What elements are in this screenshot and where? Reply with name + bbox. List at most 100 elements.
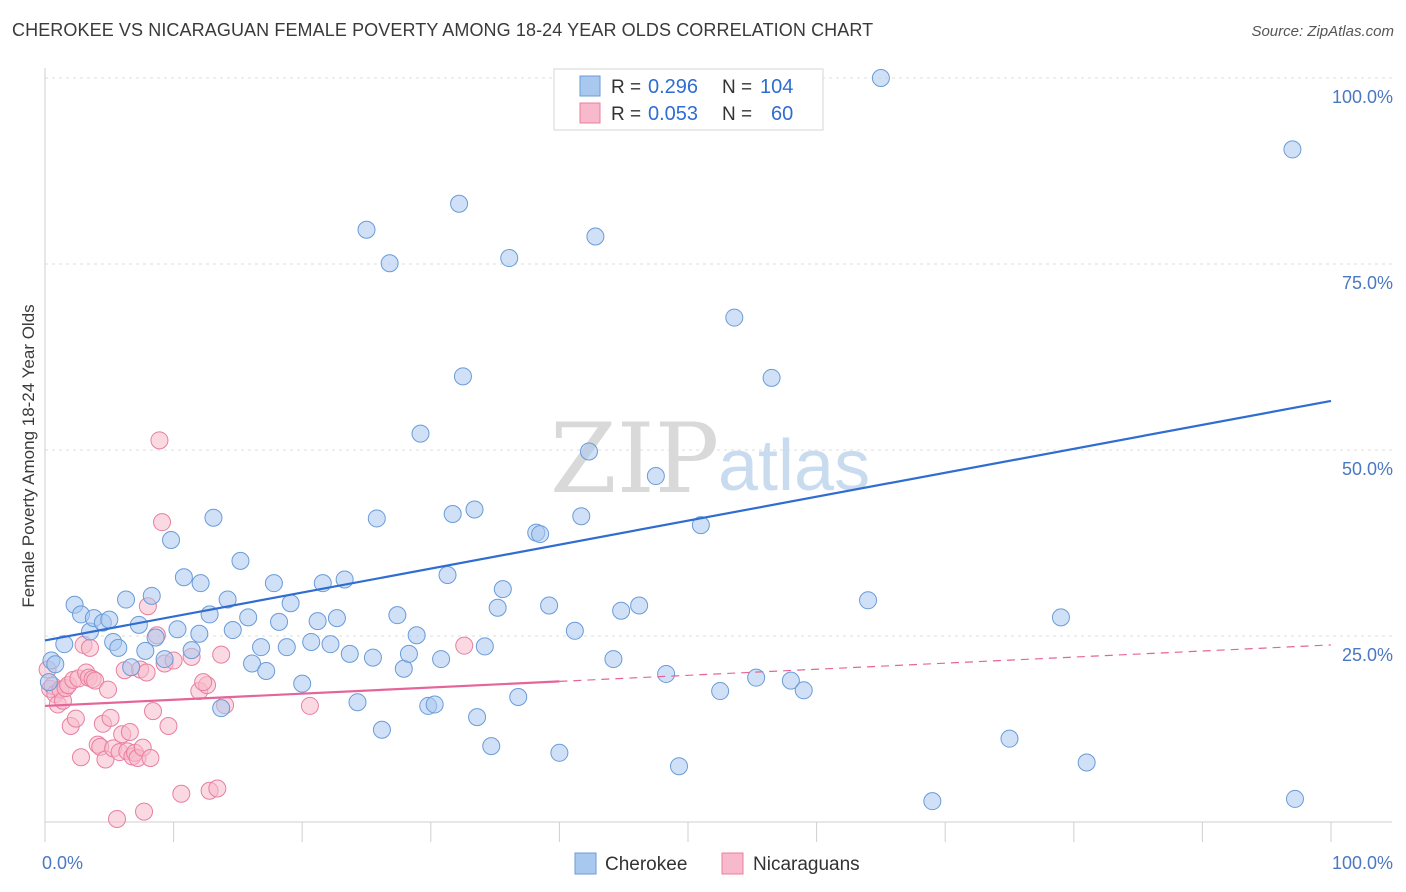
y-tick-label: 75.0%: [1342, 273, 1393, 293]
cherokee-point: [218, 590, 237, 609]
legend-label-nicaraguans: Nicaraguans: [753, 854, 860, 875]
cherokee-point: [1051, 608, 1070, 627]
watermark: ZIP atlas: [550, 403, 870, 515]
bottom-legend: Cherokee Nicaraguans: [574, 852, 860, 875]
cherokee-point: [612, 601, 631, 620]
legend-swatch-cherokee: [574, 852, 597, 875]
cherokee-point: [443, 504, 462, 523]
cherokee-point: [264, 574, 283, 593]
cherokee-point: [136, 641, 155, 660]
cherokee-point: [162, 531, 181, 550]
cherokee-point: [231, 551, 250, 570]
cherokee-point: [475, 637, 494, 656]
cherokee-point: [453, 367, 472, 386]
cherokee-point: [281, 594, 300, 613]
cherokee-point: [711, 682, 730, 701]
cherokee-point: [871, 69, 890, 87]
cherokee-point: [142, 586, 161, 605]
cherokee-point: [411, 424, 430, 443]
cherokee-point: [781, 671, 800, 690]
stats-box: R = 0.296 N = 104 R = 0.053 N = 60: [553, 68, 824, 131]
cherokee-point: [367, 509, 386, 528]
cherokee-point: [691, 516, 710, 535]
nicaraguan-point: [300, 696, 319, 715]
nicaraguan-r-label: R =: [611, 104, 641, 125]
cherokee-point: [239, 608, 258, 627]
cherokee-point: [100, 610, 119, 629]
cherokee-point: [482, 737, 501, 756]
cherokee-point: [657, 664, 676, 683]
cherokee-point: [399, 644, 418, 663]
nicaraguan-point: [86, 671, 105, 690]
cherokee-point: [257, 661, 276, 680]
nicaraguan-point: [172, 784, 191, 803]
cherokee-point: [117, 590, 136, 609]
cherokee-point: [565, 621, 584, 640]
cherokee-point: [302, 632, 321, 651]
cherokee-point: [859, 591, 878, 610]
cherokee-point: [450, 194, 469, 213]
cherokee-point: [293, 674, 312, 693]
cherokee-point: [725, 308, 744, 327]
cherokee-point: [1285, 789, 1304, 808]
cherokee-point: [465, 500, 484, 519]
cherokee-point: [747, 668, 766, 687]
tick-labels: 25.0% 50.0% 75.0% 100.0% 0.0% 100.0%: [42, 87, 1393, 873]
nicaraguan-point: [212, 645, 231, 664]
nicaraguan-point: [137, 663, 156, 682]
cherokee-point: [357, 220, 376, 239]
cherokee-trend-line: [44, 399, 1332, 642]
x-tick-label: 0.0%: [42, 853, 83, 873]
cherokee-point: [493, 580, 512, 599]
cherokee-point: [500, 249, 519, 268]
y-axis-title: Female Poverty Among 18-24 Year Olds: [19, 304, 38, 607]
nicaraguan-point: [101, 708, 120, 727]
watermark-zip: ZIP: [550, 403, 719, 515]
nicaraguan-trend-line: [44, 680, 560, 708]
nicaraguan-point: [141, 749, 160, 768]
cherokee-swatch: [579, 75, 601, 97]
cherokee-point: [388, 606, 407, 625]
cherokee-point: [363, 648, 382, 667]
y-tick-label: 50.0%: [1342, 459, 1393, 479]
cherokee-point: [109, 638, 128, 657]
cherokee-point: [348, 693, 367, 712]
cherokee-r-label: R =: [611, 77, 641, 98]
nicaraguan-point: [120, 722, 139, 741]
cherokee-point: [579, 442, 598, 461]
cherokee-point: [438, 565, 457, 584]
nicaraguan-n-label: N =: [722, 104, 752, 125]
cherokee-point: [212, 699, 231, 718]
cherokee-point: [243, 654, 262, 673]
cherokee-point: [372, 720, 391, 739]
trend-lines: [44, 399, 1332, 708]
cherokee-point: [252, 638, 271, 657]
cherokee-point: [122, 658, 141, 677]
cherokee-point: [604, 650, 623, 669]
nicaraguan-point: [194, 673, 213, 692]
x-tick-label: 100.0%: [1332, 853, 1393, 873]
cherokee-point: [155, 650, 174, 669]
nicaraguan-point: [108, 810, 127, 829]
nicaraguan-point: [66, 709, 85, 728]
nicaraguan-point: [135, 802, 154, 821]
cherokee-point: [531, 525, 550, 544]
cherokee-point: [204, 508, 223, 527]
nicaraguan-swatch: [579, 102, 601, 124]
cherokee-point: [646, 467, 665, 486]
nicaraguan-point: [455, 636, 474, 655]
source-credit: Source: ZipAtlas.com: [1251, 23, 1394, 40]
cherokee-point: [468, 708, 487, 727]
cherokee-point: [55, 635, 74, 654]
cherokee-point: [340, 644, 359, 663]
cherokee-point: [190, 624, 209, 643]
nicaraguan-point: [159, 717, 178, 736]
cherokee-n-value: 104: [760, 76, 793, 98]
y-tick-label: 25.0%: [1342, 645, 1393, 665]
cherokee-point: [327, 609, 346, 628]
cherokee-point: [380, 254, 399, 273]
nicaraguan-r-value: 0.053: [648, 103, 698, 125]
cherokee-point: [174, 568, 193, 587]
cherokee-point: [146, 628, 165, 647]
cherokee-point: [308, 612, 327, 631]
